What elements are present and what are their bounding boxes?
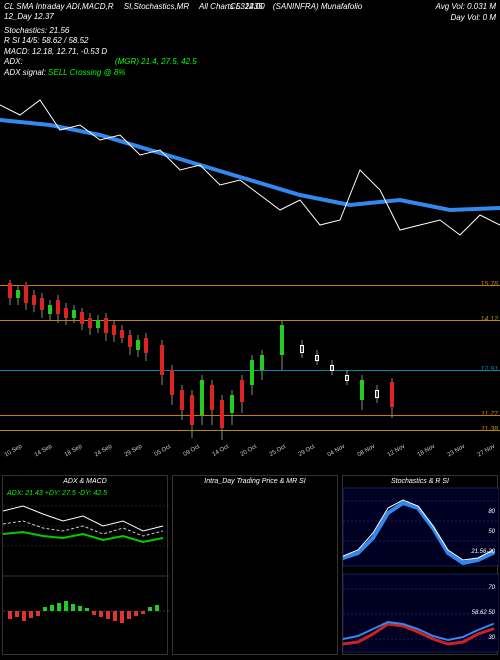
adx-macd-panel: ADX & MACD ADX: 21.43 +DY: 27.5 -DY: 42.…: [2, 475, 168, 655]
svg-text:80: 80: [488, 509, 495, 515]
date-tick: 27 Nov: [477, 444, 496, 459]
date-tick: 18 Sep: [64, 444, 83, 459]
date-tick: 05 Oct: [154, 444, 172, 458]
date-tick: 09 Oct: [183, 444, 201, 458]
support-resistance-line: [0, 415, 500, 416]
line-chart: [0, 0, 500, 270]
date-tick: 20 Oct: [240, 444, 258, 458]
date-tick: 12 Nov: [386, 444, 405, 459]
svg-text:50: 50: [488, 529, 495, 535]
date-tick: 04 Nov: [326, 444, 345, 459]
svg-text:70: 70: [488, 585, 495, 591]
support-resistance-line: [0, 320, 500, 321]
price-label: 14.12: [480, 316, 498, 323]
price-label: 11.77: [481, 411, 498, 418]
intraday-panel: Intra_Day Trading Price & MR SI: [172, 475, 338, 655]
date-tick: 14 Oct: [211, 444, 229, 458]
svg-text:21.56-20: 21.56-20: [470, 549, 495, 555]
price-label: 11.38: [481, 426, 498, 433]
support-resistance-line: [0, 430, 500, 431]
date-tick: 24 Sep: [94, 444, 113, 459]
date-tick: 18 Nov: [417, 444, 436, 459]
date-tick: 29 Sep: [124, 444, 143, 459]
stochastics-panel: Stochastics & R SI 805021.56-207058.62 5…: [342, 475, 498, 655]
date-tick: 29 Oct: [298, 444, 316, 458]
support-resistance-line: [0, 285, 500, 286]
date-tick: 10 Sep: [4, 444, 23, 459]
date-tick: 25 Oct: [269, 444, 287, 458]
panel-title: Intra_Day Trading Price & MR SI: [204, 478, 305, 485]
date-tick: 08 Nov: [356, 444, 375, 459]
price-label: 15.78: [480, 281, 498, 288]
price-label: 12.91: [480, 366, 498, 373]
date-tick: 23 Nov: [447, 444, 466, 459]
date-axis: 10 Sep14 Sep18 Sep24 Sep29 Sep05 Oct09 O…: [0, 448, 500, 454]
svg-text:30: 30: [488, 635, 495, 641]
date-tick: 14 Sep: [34, 444, 53, 459]
svg-text:58.62 50: 58.62 50: [472, 610, 496, 616]
